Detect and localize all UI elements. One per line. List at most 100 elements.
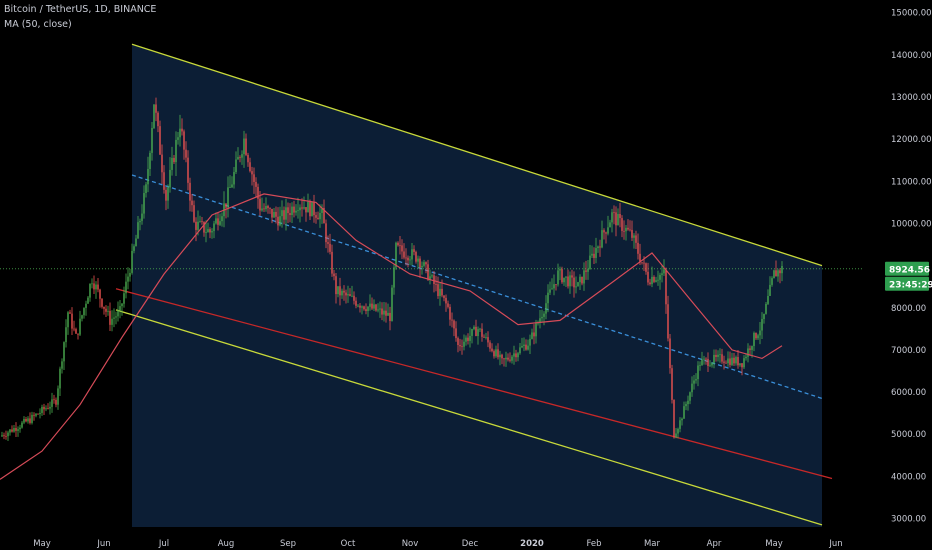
candle-body bbox=[569, 275, 571, 287]
candle bbox=[311, 201, 313, 217]
candle bbox=[769, 276, 771, 297]
candle bbox=[427, 259, 429, 282]
candle bbox=[99, 288, 101, 308]
candle-body bbox=[553, 284, 555, 289]
candle bbox=[677, 427, 679, 439]
candle-body bbox=[225, 203, 227, 208]
candle-body bbox=[579, 276, 581, 283]
channel-mid-line bbox=[131, 174, 823, 400]
candle-body bbox=[241, 154, 243, 158]
candle bbox=[247, 152, 249, 167]
candle bbox=[235, 151, 237, 175]
candle-body bbox=[717, 354, 719, 357]
candle-body bbox=[69, 312, 71, 314]
candle-body bbox=[361, 306, 363, 308]
candle-body bbox=[595, 248, 597, 258]
candle-body bbox=[611, 212, 613, 223]
candle-body bbox=[377, 309, 379, 311]
candle bbox=[437, 276, 439, 299]
candle-body bbox=[219, 221, 221, 225]
candle-body bbox=[23, 418, 25, 423]
candle-body bbox=[535, 323, 537, 337]
candle-body bbox=[731, 357, 733, 365]
candle bbox=[479, 327, 481, 333]
candle bbox=[461, 339, 463, 355]
candle bbox=[63, 341, 65, 371]
candle-body bbox=[757, 335, 759, 339]
candle bbox=[393, 264, 395, 295]
candle-body bbox=[683, 406, 685, 419]
candle-body bbox=[723, 361, 725, 363]
candle bbox=[773, 269, 775, 279]
candle bbox=[413, 245, 415, 256]
candle-body bbox=[249, 162, 251, 172]
candle bbox=[453, 319, 455, 337]
candle-body bbox=[413, 249, 415, 252]
candle bbox=[711, 362, 713, 368]
candle-body bbox=[519, 347, 521, 354]
candle-body bbox=[323, 208, 325, 224]
candle-body bbox=[441, 288, 443, 296]
support-line bbox=[115, 288, 833, 480]
candle-body bbox=[427, 264, 429, 280]
candle bbox=[115, 311, 117, 325]
candle-body bbox=[125, 281, 127, 294]
candle-body bbox=[591, 253, 593, 256]
candle-body bbox=[195, 221, 197, 230]
candle bbox=[597, 245, 599, 253]
candle-body bbox=[173, 157, 175, 163]
y-tick-label: 14000.00 bbox=[891, 51, 932, 61]
candle bbox=[509, 352, 511, 363]
candle-body bbox=[383, 310, 385, 315]
candle-body bbox=[501, 354, 503, 359]
candle-body bbox=[345, 292, 347, 296]
candle bbox=[383, 302, 385, 322]
candle-body bbox=[571, 275, 573, 278]
candle-body bbox=[775, 270, 777, 277]
candle-body bbox=[371, 303, 373, 309]
candle-body bbox=[3, 435, 5, 437]
candle bbox=[251, 166, 253, 186]
candle-body bbox=[83, 307, 85, 316]
candle bbox=[463, 334, 465, 351]
candle-body bbox=[541, 316, 543, 319]
countdown-badge bbox=[885, 276, 929, 291]
candle-body bbox=[55, 399, 57, 405]
candle-body bbox=[403, 251, 405, 258]
candle bbox=[197, 210, 199, 236]
candle bbox=[69, 309, 71, 314]
candle-body bbox=[85, 303, 87, 308]
x-tick-label: Feb bbox=[586, 539, 601, 549]
candle-body bbox=[243, 138, 245, 155]
candle-body bbox=[93, 283, 95, 290]
candle-body bbox=[13, 428, 15, 432]
candle-body bbox=[613, 212, 615, 214]
candle bbox=[189, 177, 191, 212]
candle bbox=[691, 376, 693, 397]
candle-body bbox=[449, 306, 451, 320]
candle bbox=[629, 220, 631, 232]
candle-body bbox=[139, 220, 141, 223]
candle bbox=[657, 270, 659, 286]
candle-body bbox=[109, 310, 111, 325]
candle-body bbox=[145, 184, 147, 194]
candle bbox=[755, 332, 757, 341]
candle bbox=[735, 355, 737, 366]
candle bbox=[739, 363, 741, 367]
candle bbox=[729, 351, 731, 368]
candle bbox=[219, 213, 221, 227]
candle-body bbox=[719, 354, 721, 356]
candle-body bbox=[333, 273, 335, 277]
candle-body bbox=[111, 318, 113, 325]
candle bbox=[173, 154, 175, 164]
candle-body bbox=[577, 282, 579, 287]
candle-body bbox=[495, 349, 497, 357]
candle bbox=[245, 133, 247, 157]
candle-body bbox=[741, 363, 743, 368]
candle-body bbox=[153, 104, 155, 129]
candle-body bbox=[401, 245, 403, 252]
candle bbox=[609, 219, 611, 228]
candle-body bbox=[759, 330, 761, 336]
candle bbox=[179, 114, 181, 147]
